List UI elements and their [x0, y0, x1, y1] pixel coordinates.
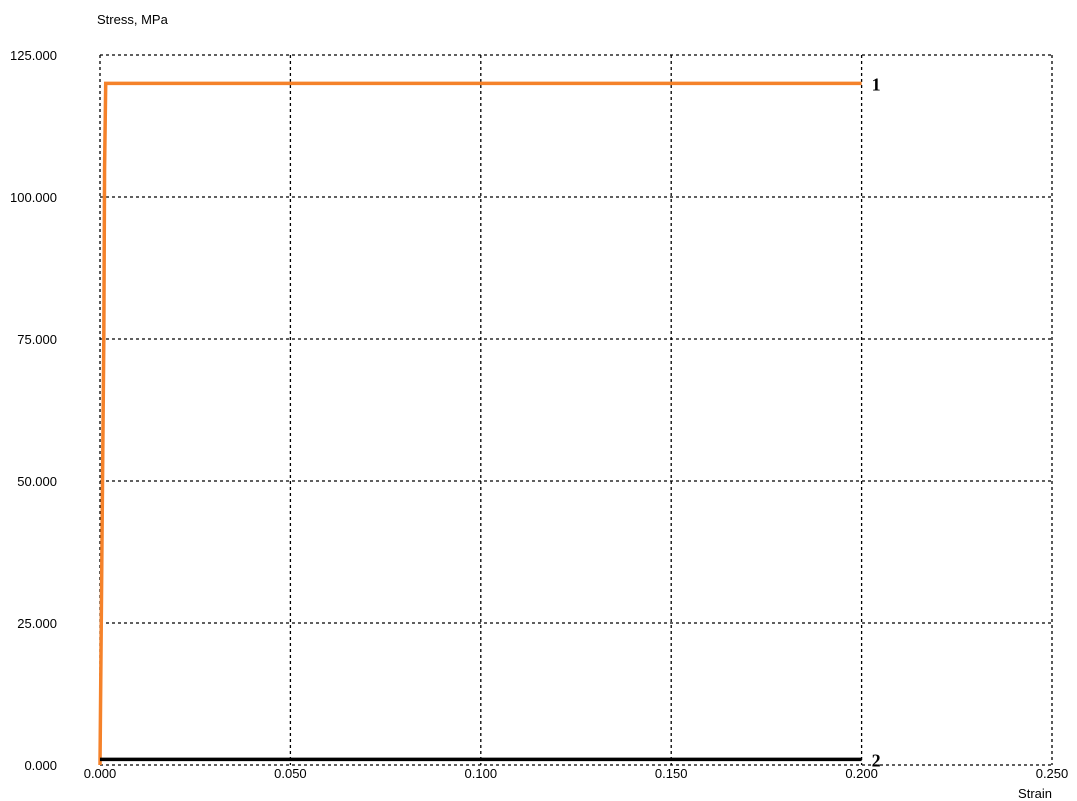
series-labels: 12 [872, 74, 881, 770]
x-axis-title: Strain [1018, 786, 1052, 801]
y-tick-label: 50.000 [17, 474, 57, 489]
series-lines [98, 81, 862, 766]
x-tick-label: 0.100 [465, 766, 498, 781]
x-tick-label: 0.250 [1036, 766, 1069, 781]
series-label-1: 1 [872, 74, 881, 94]
series-line-1 [98, 81, 862, 766]
series-label-2: 2 [872, 750, 881, 770]
tick-labels: 0.000 0.050 0.100 0.150 0.200 0.250 0.000 25.00… [10, 48, 1068, 781]
y-tick-label: 0.000 [24, 758, 57, 773]
y-tick-label: 25.000 [17, 616, 57, 631]
x-tick-label: 0.200 [845, 766, 878, 781]
y-tick-label: 125.000 [10, 48, 57, 63]
x-tick-label: 0.050 [274, 766, 307, 781]
y-tick-label: 100.000 [10, 190, 57, 205]
x-tick-label: 0.000 [84, 766, 117, 781]
grid-lines [99, 54, 1053, 766]
y-axis-title: Stress, MPa [97, 12, 169, 27]
y-tick-label: 75.000 [17, 332, 57, 347]
x-tick-label: 0.150 [655, 766, 688, 781]
